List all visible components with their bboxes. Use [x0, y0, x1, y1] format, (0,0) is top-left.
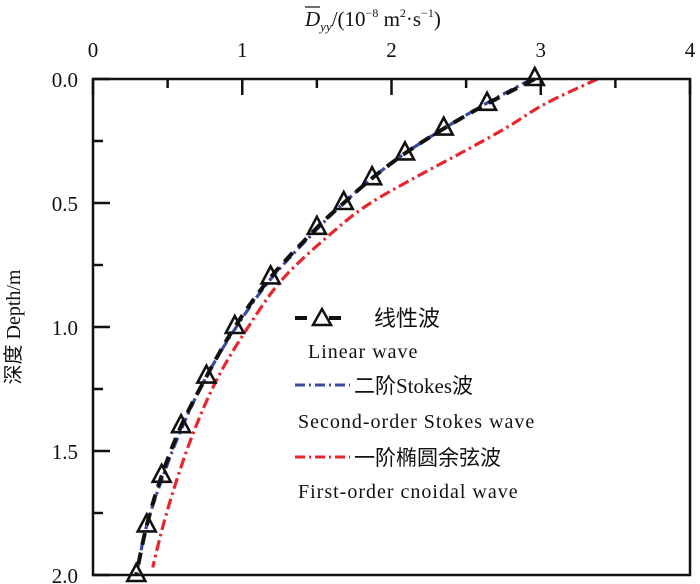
x-tick-label: 1 [237, 38, 248, 62]
linear-wave-point [305, 214, 329, 236]
legend-sample-linear [295, 306, 350, 327]
legend-label-linear-en: Linear wave [308, 341, 418, 363]
y-axis-title: 深度 Depth/m [2, 269, 25, 384]
legend-label-cnoidal-en: First-order cnoidal wave [298, 481, 519, 503]
linear-wave-point [223, 313, 246, 335]
legend-label-linear-cn: 线性波 [374, 306, 440, 331]
linear-wave-point [195, 362, 218, 384]
x-axis-title-m: m [378, 7, 400, 31]
x-axis-title-close: ) [434, 7, 441, 31]
linear-wave-point [150, 462, 173, 484]
y-tick-label: 0.0 [52, 68, 78, 92]
x-tick-label: 4 [685, 38, 696, 62]
legend-label-stokes-cn: 二阶Stokes波 [354, 374, 473, 398]
y-tick-label: 1.5 [52, 440, 78, 464]
series-line-0 [134, 77, 536, 576]
x-tick-label: 2 [386, 38, 397, 62]
linear-wave-point [332, 189, 355, 211]
legend-label-stokes-en: Second-order Stokes wave [298, 411, 535, 433]
linear-wave-point [432, 114, 455, 136]
x-axis-title: Dyy/(10−8 m2·s−1) [304, 6, 441, 34]
series-line-2 [151, 77, 599, 568]
legend-label-cnoidal-cn: 一阶椭圆余弦波 [354, 446, 501, 470]
x-tick-label: 3 [536, 38, 547, 62]
linear-wave-point [135, 511, 158, 533]
y-tick-label: 1.0 [52, 316, 78, 340]
linear-wave-point [259, 263, 282, 285]
linear-wave-point [360, 164, 384, 186]
linear-wave-point [393, 139, 417, 161]
linear-wave-point [169, 412, 193, 434]
linear-wave-point [125, 561, 148, 583]
x-tick-label: 0 [88, 38, 99, 62]
x-axis-title-s: ·s [406, 7, 421, 31]
y-tick-label: 2.0 [52, 564, 78, 584]
legend: 线性波 Linear wave 二阶Stokes波 Second-order S… [295, 306, 535, 503]
y-tick-label: 0.5 [52, 192, 78, 216]
x-axis-title-exp1: −8 [366, 6, 379, 20]
x-axis-title-unit: /(10 [332, 7, 366, 31]
linear-wave-point [475, 90, 499, 112]
x-axis-title-main: D [304, 7, 320, 31]
x-axis-title-exp2: 2 [400, 6, 406, 20]
x-axis-title-sub: yy [318, 19, 332, 34]
linear-wave-point [523, 65, 546, 87]
x-axis-title-exp3: −1 [421, 6, 434, 20]
